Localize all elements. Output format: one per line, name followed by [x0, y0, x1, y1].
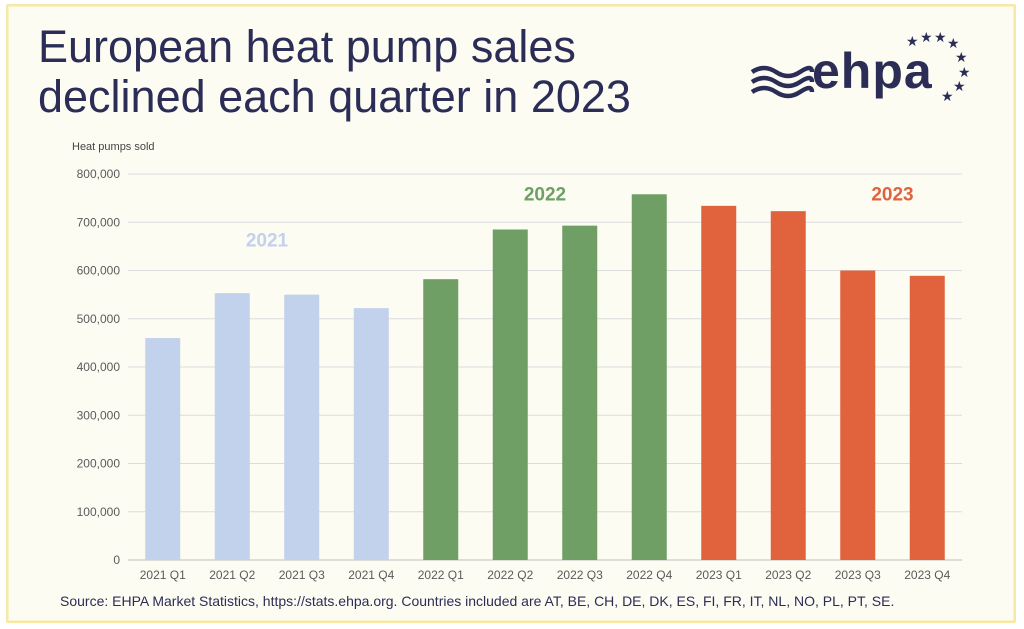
bar — [492, 229, 528, 561]
y-tick-label: 300,000 — [77, 408, 121, 422]
svg-text:★: ★ — [958, 65, 971, 81]
chart-title: European heat pump sales declined each q… — [38, 21, 631, 122]
year-annotation: 2022 — [524, 185, 566, 206]
x-tick-label: 2022 Q1 — [418, 568, 464, 582]
svg-text:★: ★ — [953, 79, 966, 95]
svg-text:★: ★ — [934, 32, 947, 46]
y-tick-label: 500,000 — [77, 312, 121, 326]
svg-text:★: ★ — [955, 50, 968, 66]
x-tick-label: 2022 Q3 — [557, 568, 603, 582]
bar — [701, 205, 737, 560]
year-annotation: 2023 — [871, 185, 913, 206]
source-note: Source: EHPA Market Statistics, https://… — [60, 593, 895, 609]
bar — [214, 293, 250, 560]
svg-text:★: ★ — [941, 89, 954, 105]
x-tick-label: 2021 Q1 — [140, 568, 186, 582]
logo-waves-icon: ★ ★ ★ ★ ★ ★ ★ ★ — [750, 30, 971, 105]
y-tick-label: 800,000 — [77, 167, 121, 181]
y-tick-label: 600,000 — [77, 264, 121, 278]
y-tick-label: 200,000 — [77, 457, 121, 471]
x-tick-label: 2023 Q3 — [835, 568, 881, 582]
x-tick-label: 2022 Q2 — [487, 568, 533, 582]
bar — [631, 194, 667, 560]
year-annotation: 2021 — [246, 230, 289, 251]
bar — [284, 294, 320, 560]
svg-text:★: ★ — [906, 34, 919, 50]
bar — [562, 225, 598, 560]
y-tick-label: 700,000 — [77, 215, 121, 229]
x-tick-label: 2023 Q1 — [696, 568, 742, 582]
bar — [423, 279, 459, 560]
logo-stars-icon: ★ ★ ★ ★ ★ ★ ★ ★ — [906, 30, 971, 105]
x-tick-label: 2022 Q4 — [626, 568, 672, 582]
y-tick-label: 100,000 — [77, 505, 121, 519]
x-tick-label: 2023 Q4 — [904, 568, 950, 582]
ehpa-logo: ★ ★ ★ ★ ★ ★ ★ ★ ehpa — [748, 30, 978, 112]
svg-text:★: ★ — [947, 36, 960, 52]
x-tick-label: 2023 Q2 — [765, 568, 811, 582]
x-tick-label: 2021 Q3 — [279, 568, 325, 582]
bar — [145, 338, 181, 560]
bar — [840, 270, 876, 560]
y-tick-label: 400,000 — [77, 360, 121, 374]
bar — [353, 308, 389, 560]
y-tick-label: 0 — [113, 553, 120, 567]
logo-text: ehpa — [812, 43, 933, 99]
x-tick-label: 2021 Q2 — [209, 568, 255, 582]
bar — [909, 275, 945, 560]
y-axis-label: Heat pumps sold — [72, 141, 155, 153]
x-tick-label: 2021 Q4 — [348, 568, 394, 582]
bar — [770, 211, 806, 560]
svg-text:★: ★ — [920, 32, 933, 46]
